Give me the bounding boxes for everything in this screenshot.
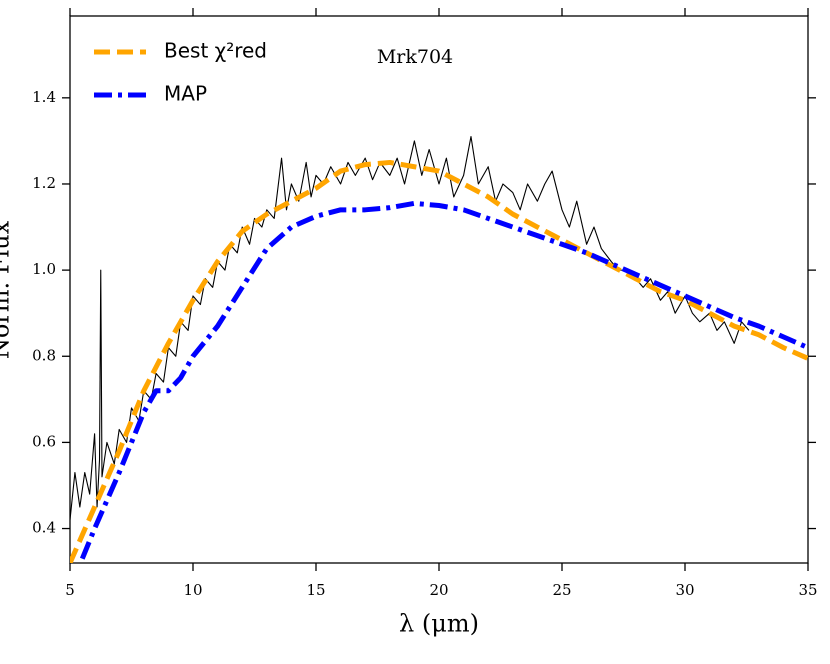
series-line — [70, 159, 808, 563]
y-tick-label: 1.2 — [32, 174, 56, 192]
plot-area — [70, 136, 808, 563]
y-tick-label: 0.4 — [32, 519, 56, 537]
series-line — [70, 136, 750, 520]
x-tick-label: 30 — [675, 581, 694, 599]
legend-label: Best χ²red — [164, 39, 267, 63]
y-tick-label: 0.6 — [32, 432, 56, 450]
series-line — [79, 200, 808, 560]
x-tick-label: 35 — [798, 581, 817, 599]
x-tick-label: 15 — [306, 581, 325, 599]
x-tick-label: 5 — [65, 581, 75, 599]
y-tick-label: 1.4 — [32, 88, 56, 106]
x-tick-label: 10 — [183, 581, 202, 599]
y-tick-label: 0.8 — [32, 346, 56, 364]
y-axis-label: Norm. Flux — [0, 220, 15, 359]
x-axis-label: λ (μm) — [399, 610, 479, 638]
legend-label: MAP — [164, 82, 207, 106]
x-tick-label: 20 — [429, 581, 448, 599]
x-tick-label: 25 — [552, 581, 571, 599]
annotation: Mrk704 — [377, 46, 453, 68]
y-tick-label: 1.0 — [32, 260, 56, 278]
